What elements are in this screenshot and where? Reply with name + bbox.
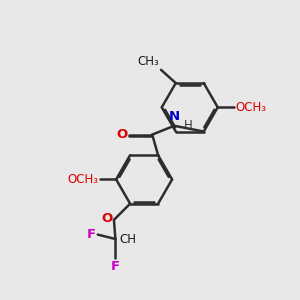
- Text: OCH₃: OCH₃: [68, 173, 99, 186]
- Text: F: F: [87, 228, 96, 241]
- Text: N: N: [169, 110, 180, 123]
- Text: H: H: [184, 119, 193, 132]
- Text: CH: CH: [120, 232, 137, 245]
- Text: O: O: [101, 212, 112, 225]
- Text: OCH₃: OCH₃: [235, 101, 266, 114]
- Text: F: F: [111, 260, 120, 273]
- Text: O: O: [116, 128, 127, 141]
- Text: CH₃: CH₃: [137, 55, 159, 68]
